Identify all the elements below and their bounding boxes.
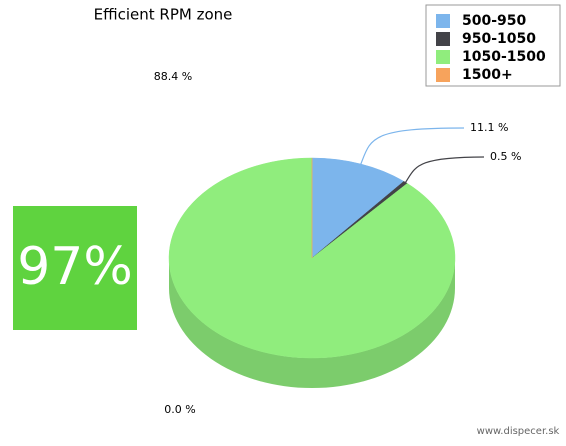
legend-swatch xyxy=(436,68,450,82)
leader-line xyxy=(360,127,465,165)
legend-label: 500-950 xyxy=(462,13,527,29)
legend-label: 1050-1500 xyxy=(462,49,546,65)
chart-title: Efficient RPM zone xyxy=(94,6,233,24)
legend-label: 1500+ xyxy=(462,67,513,83)
value-label: 11.1 % xyxy=(470,121,508,134)
legend-swatch xyxy=(436,50,450,64)
value-label: 0.5 % xyxy=(490,150,521,163)
slice-side xyxy=(169,258,455,388)
legend-swatch xyxy=(436,14,450,28)
footer: www.dispecer.sk xyxy=(477,426,560,437)
leader-line xyxy=(405,156,485,183)
legend-swatch xyxy=(436,32,450,46)
value-label: 0.0 % xyxy=(164,403,195,416)
slice xyxy=(311,157,405,259)
value-label: 88.4 % xyxy=(154,70,192,83)
legend-label: 950-1050 xyxy=(462,31,536,47)
badge-text: 97% xyxy=(17,237,133,297)
badge-box xyxy=(13,206,137,330)
